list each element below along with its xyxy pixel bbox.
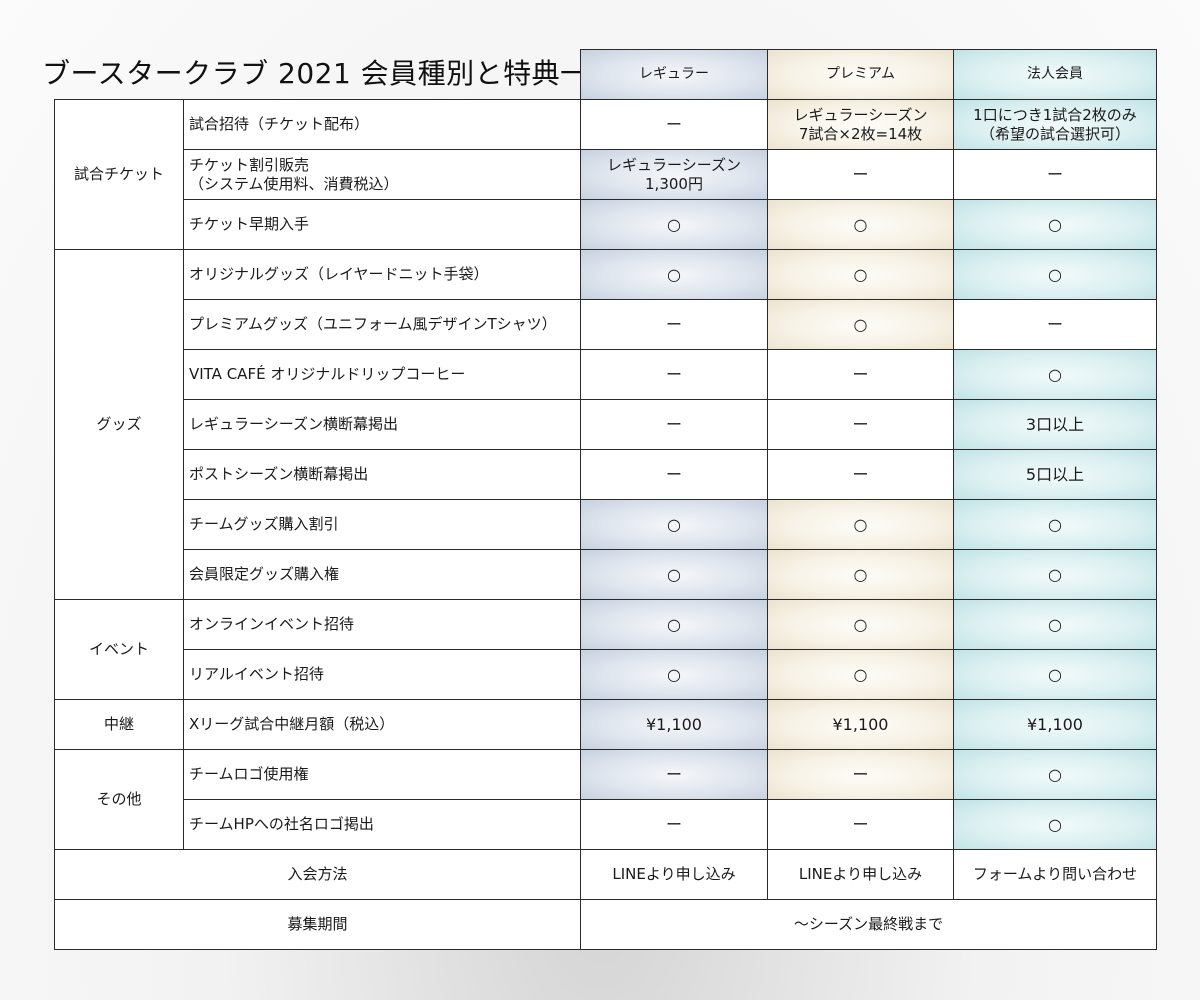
header-blank	[54, 49, 581, 100]
value-corporate: 5口以上	[953, 449, 1157, 500]
feature-label: 会員限定グッズ購入権	[183, 549, 581, 600]
value-premium: ○	[767, 299, 954, 350]
value-corporate: ○	[953, 549, 1157, 600]
category-other: その他	[54, 749, 184, 850]
table-row: チケット割引販売 （システム使用料、消費税込） レギュラーシーズン 1,300円…	[55, 149, 1157, 200]
value-corporate: ○	[953, 349, 1157, 400]
column-header-corporate: 法人会員	[953, 49, 1157, 100]
table-row: 試合チケット 試合招待（チケット配布） ー レギュラーシーズン 7試合×2枚=1…	[54, 99, 1157, 250]
value-corporate: ¥1,100	[953, 699, 1157, 750]
feature-label: Xリーグ試合中継月額（税込）	[183, 699, 581, 750]
value-corporate: ○	[953, 599, 1157, 650]
table-row: チームグッズ購入割引 ○ ○ ○	[55, 499, 1157, 550]
column-header-regular: レギュラー	[580, 49, 768, 100]
table-row: チームHPへの社名ロゴ掲出 ー ー ○	[55, 799, 1157, 850]
value-premium: ○	[767, 649, 954, 700]
value-premium: ○	[767, 549, 954, 600]
table-row: リアルイベント招待 ○ ○ ○	[55, 649, 1157, 700]
value-regular: ー	[580, 399, 768, 450]
table-row: レギュラーシーズン横断幕掲出 ー ー 3口以上	[55, 399, 1157, 450]
join-method-regular: LINEより申し込み	[580, 849, 768, 900]
table-row: グッズ オリジナルグッズ（レイヤードニット手袋） ○ ○ ○	[54, 249, 1157, 600]
value-regular: ー	[580, 99, 768, 150]
value-regular: ○	[580, 199, 768, 250]
table-row: 会員限定グッズ購入権 ○ ○ ○	[55, 549, 1157, 600]
value-premium: レギュラーシーズン 7試合×2枚=14枚	[767, 99, 954, 150]
value-corporate: 3口以上	[953, 399, 1157, 450]
feature-label: VITA CAFÉ オリジナルドリップコーヒー	[183, 349, 581, 400]
value-corporate: ○	[953, 199, 1157, 250]
recruit-period-label: 募集期間	[54, 899, 581, 950]
value-premium: ○	[767, 199, 954, 250]
header-row: レギュラー プレミアム 法人会員	[54, 49, 1157, 100]
join-method-corporate: フォームより問い合わせ	[953, 849, 1157, 900]
value-premium: ー	[767, 399, 954, 450]
value-premium: ○	[767, 499, 954, 550]
value-regular: ー	[580, 349, 768, 400]
table-row: ポストシーズン横断幕掲出 ー ー 5口以上	[55, 449, 1157, 500]
value-regular: ○	[580, 249, 768, 300]
value-regular: レギュラーシーズン 1,300円	[580, 149, 768, 200]
category-goods: グッズ	[54, 249, 184, 600]
value-premium: ー	[767, 749, 954, 800]
category-ticket: 試合チケット	[54, 99, 184, 250]
feature-label: オリジナルグッズ（レイヤードニット手袋）	[183, 249, 581, 300]
value-regular: ー	[580, 449, 768, 500]
value-corporate: ー	[953, 299, 1157, 350]
feature-label: チケット早期入手	[183, 199, 581, 250]
value-regular: ー	[580, 299, 768, 350]
value-regular: ー	[580, 799, 768, 850]
value-premium: ー	[767, 149, 954, 200]
feature-label: チームグッズ購入割引	[183, 499, 581, 550]
value-regular: ○	[580, 499, 768, 550]
value-corporate: ○	[953, 649, 1157, 700]
join-method-premium: LINEより申し込み	[767, 849, 954, 900]
feature-label: リアルイベント招待	[183, 649, 581, 700]
value-regular: ー	[580, 749, 768, 800]
recruit-period-value: 〜シーズン最終戦まで	[580, 899, 1157, 950]
column-header-premium: プレミアム	[767, 49, 954, 100]
value-premium: ○	[767, 599, 954, 650]
table-row: イベント オンラインイベント招待 ○ ○ ○	[54, 599, 1157, 700]
table-row: VITA CAFÉ オリジナルドリップコーヒー ー ー ○	[55, 349, 1157, 400]
value-premium: ¥1,100	[767, 699, 954, 750]
value-regular: ○	[580, 599, 768, 650]
value-corporate: ○	[953, 749, 1157, 800]
table-row: チケット早期入手 ○ ○ ○	[55, 199, 1157, 250]
recruit-period-row: 募集期間 〜シーズン最終戦まで	[54, 899, 1157, 950]
feature-label: チームロゴ使用権	[183, 749, 581, 800]
value-premium: ー	[767, 449, 954, 500]
table-row: プレミアムグッズ（ユニフォーム風デザインTシャツ） ー ○ ー	[55, 299, 1157, 350]
value-corporate: ○	[953, 799, 1157, 850]
value-corporate: 1口につき1試合2枚のみ （希望の試合選択可）	[953, 99, 1157, 150]
feature-label: チケット割引販売 （システム使用料、消費税込）	[183, 149, 581, 200]
value-regular: ¥1,100	[580, 699, 768, 750]
feature-label: ポストシーズン横断幕掲出	[183, 449, 581, 500]
feature-label: プレミアムグッズ（ユニフォーム風デザインTシャツ）	[183, 299, 581, 350]
value-premium: ー	[767, 799, 954, 850]
value-corporate: ○	[953, 499, 1157, 550]
join-method-row: 入会方法 LINEより申し込み LINEより申し込み フォームより問い合わせ	[54, 849, 1157, 900]
value-premium: ○	[767, 249, 954, 300]
table-row: その他 チームロゴ使用権 ー ー ○	[54, 749, 1157, 850]
value-corporate: ○	[953, 249, 1157, 300]
feature-label: チームHPへの社名ロゴ掲出	[183, 799, 581, 850]
feature-label: オンラインイベント招待	[183, 599, 581, 650]
feature-label: レギュラーシーズン横断幕掲出	[183, 399, 581, 450]
value-premium: ー	[767, 349, 954, 400]
value-corporate: ー	[953, 149, 1157, 200]
feature-label: 試合招待（チケット配布）	[183, 99, 581, 150]
category-broadcast: 中継	[54, 699, 184, 750]
join-method-label: 入会方法	[54, 849, 581, 900]
category-event: イベント	[54, 599, 184, 700]
value-regular: ○	[580, 649, 768, 700]
table-row: 中継 Xリーグ試合中継月額（税込） ¥1,100 ¥1,100 ¥1,100	[54, 699, 1157, 750]
membership-benefits-table: レギュラー プレミアム 法人会員 試合チケット 試合招待（チケット配布） ー レ…	[54, 49, 1157, 950]
value-regular: ○	[580, 549, 768, 600]
